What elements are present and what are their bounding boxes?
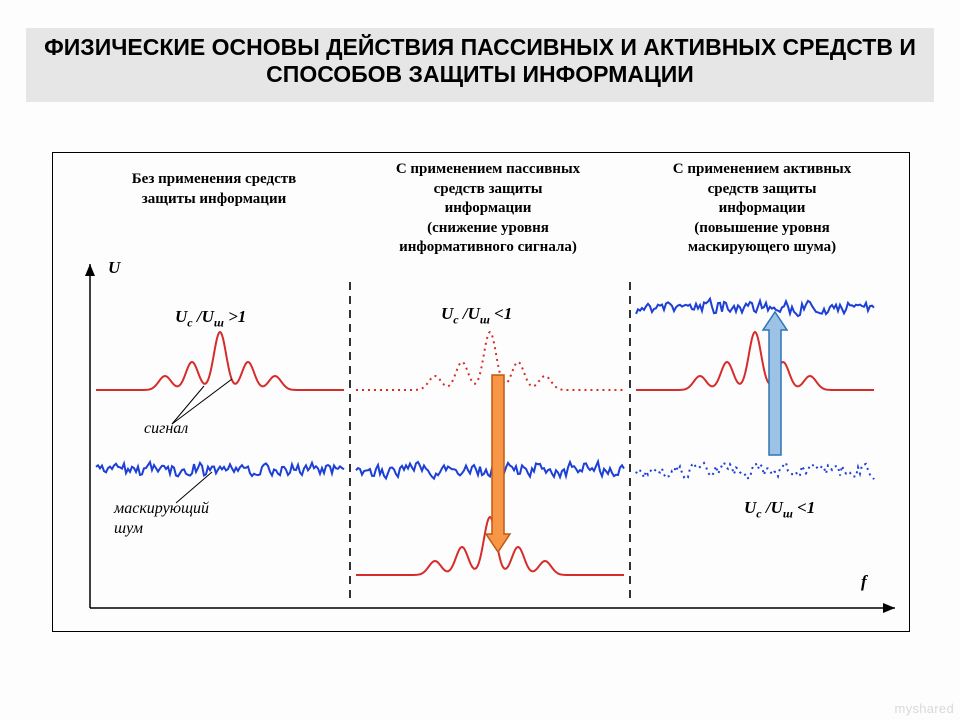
col-header-1: Без применения средствзащиты информации	[92, 170, 336, 209]
watermark: myshared	[895, 701, 954, 716]
page-title: ФИЗИЧЕСКИЕ ОСНОВЫ ДЕЙСТВИЯ ПАССИВНЫХ И А…	[40, 34, 920, 88]
label-noise-2: шум	[114, 520, 143, 538]
ratio-label-1: Uс /Uш >1	[175, 307, 246, 330]
label-signal: сигнал	[144, 420, 188, 438]
axis-label-u: U	[108, 258, 120, 278]
ratio-label-3: Uс /Uш <1	[744, 498, 815, 521]
ratio-label-2: Uс /Uш <1	[441, 304, 512, 327]
col-header-2: С применением пассивныхсредств защитыинф…	[338, 160, 638, 258]
col-header-3: С применением активныхсредств защитыинфо…	[626, 160, 898, 258]
axis-label-f: f	[861, 572, 867, 592]
label-noise-1: маскирующий	[114, 500, 209, 518]
